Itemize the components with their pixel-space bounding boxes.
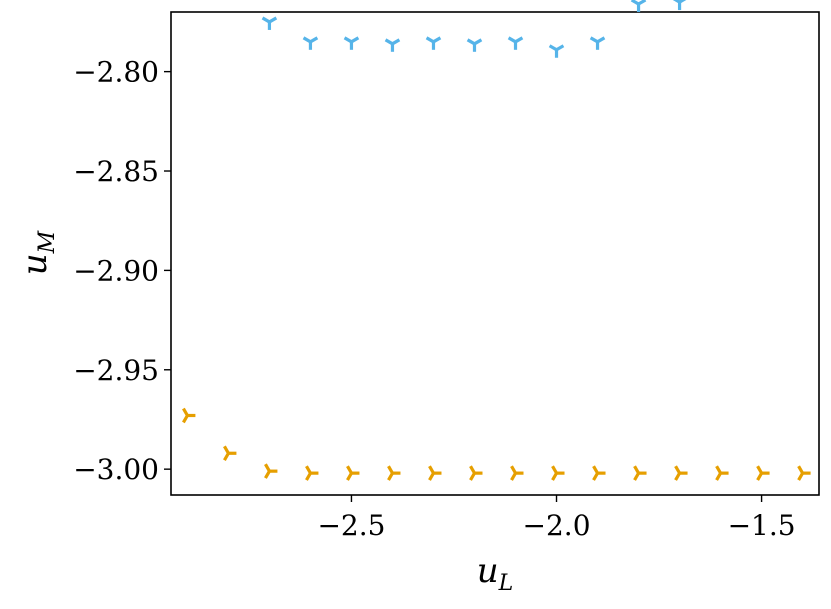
data-point — [676, 466, 688, 480]
data-point — [799, 466, 811, 480]
y-axis: −2.80 −2.85 −2.90 −2.95 −3.00 — [73, 56, 171, 487]
data-point — [594, 466, 606, 480]
x-axis-label: uL — [477, 551, 514, 596]
data-point — [553, 466, 565, 480]
data-point — [758, 466, 770, 480]
data-point — [304, 38, 318, 50]
data-point — [429, 466, 441, 480]
data-point — [470, 466, 482, 480]
data-points — [183, 0, 810, 480]
data-point — [632, 0, 646, 12]
x-axis: −2.5 −2.0 −1.5 — [317, 495, 795, 542]
data-point — [224, 446, 236, 460]
data-point — [509, 38, 523, 50]
data-point — [386, 40, 400, 52]
x-tick-label: −2.5 — [317, 509, 385, 542]
y-tick-label: −2.90 — [73, 254, 159, 287]
data-point — [265, 464, 277, 478]
y-tick-label: −2.80 — [73, 56, 159, 89]
data-point — [388, 466, 400, 480]
data-point — [512, 466, 524, 480]
x-tick-label: −2.0 — [523, 509, 591, 542]
data-point — [591, 38, 605, 50]
y-tick-label: −2.95 — [73, 354, 159, 387]
y-tick-label: −3.00 — [73, 453, 159, 486]
data-point — [673, 0, 687, 10]
y-tick-label: −2.85 — [73, 155, 159, 188]
data-point — [550, 46, 564, 58]
data-point — [717, 466, 729, 480]
plot-area — [171, 12, 819, 495]
y-axis-label: uM — [15, 230, 60, 275]
data-point — [306, 466, 318, 480]
data-point — [263, 18, 277, 30]
data-point — [347, 466, 359, 480]
data-point — [635, 466, 647, 480]
data-point — [427, 38, 441, 50]
data-point — [345, 38, 359, 50]
x-tick-label: −1.5 — [728, 509, 796, 542]
data-point — [468, 40, 482, 52]
data-point — [183, 409, 195, 423]
